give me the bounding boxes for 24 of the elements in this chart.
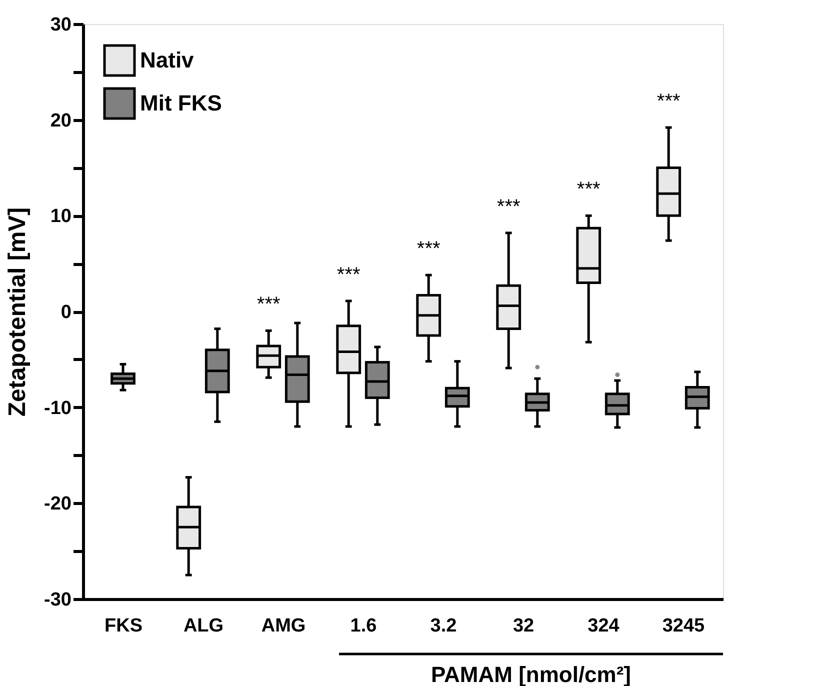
y-tick-label: -30 (44, 590, 72, 610)
x-tick-label: FKS (104, 616, 142, 636)
y-tick-label: 10 (50, 206, 72, 228)
y-tick-label: -10 (44, 398, 72, 419)
x-tick-label: ALG (183, 616, 224, 636)
legend-label: Nativ (140, 48, 195, 72)
x-tick-label: 3.2 (430, 616, 457, 636)
x-tick-label: AMG (261, 616, 306, 636)
annotation: *** (256, 294, 280, 316)
annotation: *** (576, 178, 600, 201)
legend-label: Mit FKS (140, 90, 222, 116)
y-axis-title: Zetapotential [mV] (4, 207, 32, 417)
annotation: *** (336, 264, 360, 286)
x-tick-label: 1.6 (350, 616, 377, 636)
annotation: *** (496, 196, 520, 218)
y-tick-label: 20 (50, 110, 72, 132)
y-tick-label: 30 (50, 14, 72, 36)
annotation: *** (416, 238, 440, 260)
y-tick-label: -20 (44, 494, 72, 515)
y-tick-label: 0 (60, 302, 72, 323)
x-tick-label: 324 (588, 616, 620, 636)
x-tick-label: 32 (512, 616, 534, 636)
annotation: *** (656, 90, 680, 112)
x-tick-label: 3245 (662, 616, 706, 636)
